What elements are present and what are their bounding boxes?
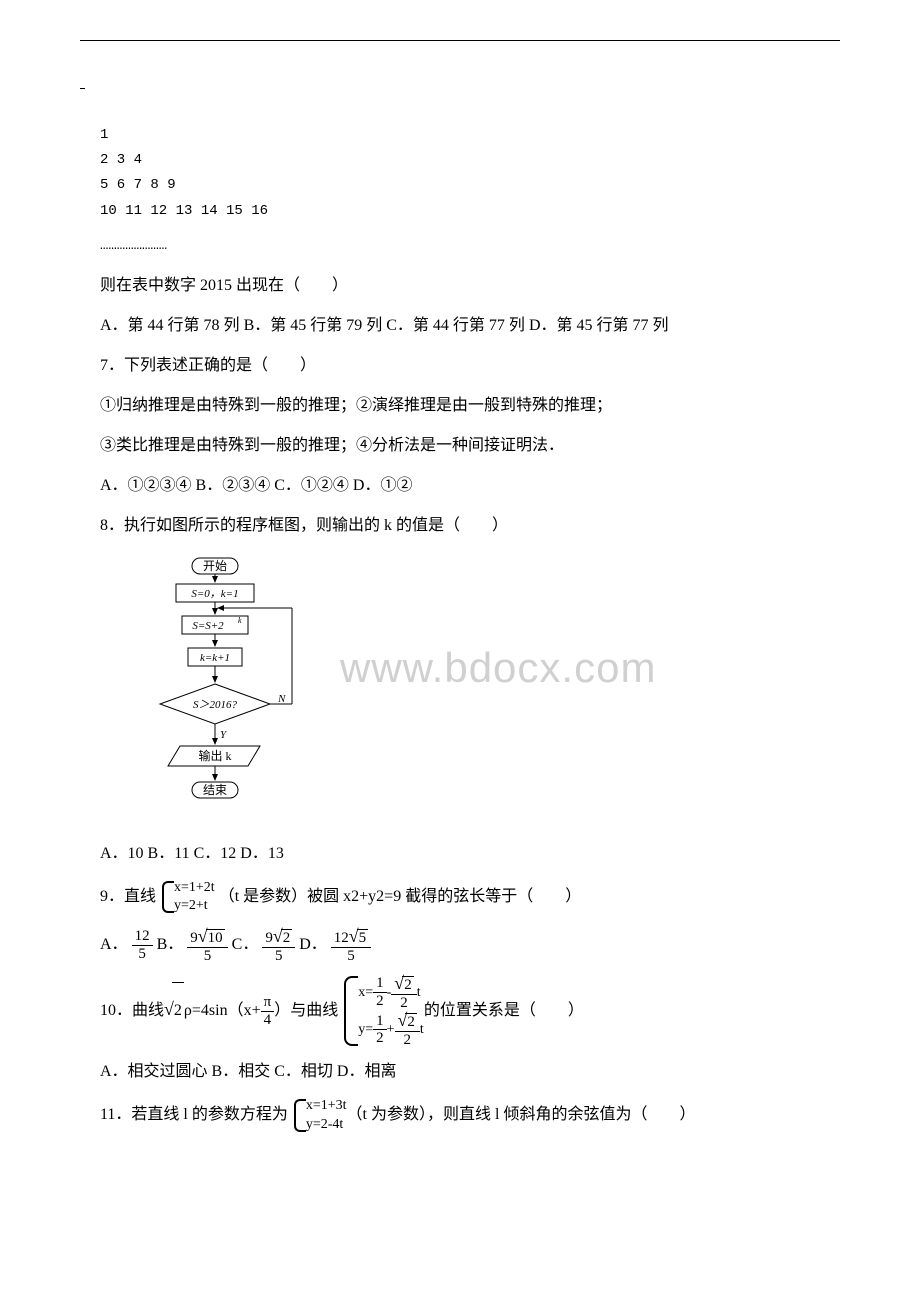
q9-b-frac: 9√10 5: [187, 927, 227, 964]
q10-mid2: ）与曲线: [274, 1002, 338, 1019]
small-underline: [80, 88, 85, 89]
q10-pi-over-4: π4: [261, 994, 275, 1028]
q9-options: A． 12 5 B． 9√10 5 C． 9√2 5 D． 12√5 5: [100, 924, 820, 966]
q7-stem: 7．下列表述正确的是（ ）: [100, 350, 820, 382]
table-row: 2 3 4: [100, 148, 820, 173]
number-triangle-table: 1 2 3 4 5 6 7 8 9 10 11 12 13 14 15 16: [100, 123, 820, 224]
q10-options: A．相交过圆心 B．相交 C．相切 D．相离: [100, 1056, 820, 1088]
flow-init: S=0，k=1: [191, 588, 238, 600]
flow-no-label: N: [277, 693, 286, 705]
q9-prefix: 9．直线: [100, 888, 156, 905]
table-row: 5 6 7 8 9: [100, 173, 820, 198]
q9-c-label: C．: [232, 936, 259, 953]
table-row: 10 11 12 13 14 15 16: [100, 199, 820, 224]
q6-option-c: C．第 44 行第 77 列: [386, 317, 525, 334]
q11-sys2: y=2-4t: [306, 1116, 347, 1134]
q9-a-frac: 12 5: [132, 928, 153, 962]
q9-sys2: y=2+t: [174, 897, 215, 915]
q9-sys1: x=1+2t: [174, 879, 215, 897]
q9-mid: （t 是参数）被圆 x2+y2=9 截得的弦长等于（ ）: [219, 888, 582, 905]
q10-prefix: 10．曲线: [100, 1002, 164, 1019]
q10-line: 10．曲线√2ρ=4sin（x+π4）与曲线 x=12-√22t y=12+√2…: [100, 974, 820, 1049]
q10-system: x=12-√22t y=12+√22t: [342, 974, 424, 1049]
ellipsis-row: ……………………: [100, 232, 820, 260]
q8-stem: 8．执行如图所示的程序框图，则输出的 k 的值是（ ）: [100, 510, 820, 542]
flowchart: www.bdocx.com 开始 S=0，k=1 S=S+2 k k=k+1 S…: [120, 554, 820, 826]
watermark-text: www.bdocx.com: [340, 626, 656, 710]
q11-system: x=1+3t y=2-4t: [292, 1097, 347, 1133]
flow-end: 结束: [203, 783, 227, 797]
q9-a-label: A．: [100, 936, 128, 953]
page-top-line: [80, 40, 840, 41]
flow-yes-label: Y: [220, 729, 228, 741]
q6-option-b: B．第 45 行第 79 列: [244, 317, 383, 334]
q10-mid1: ρ=4sin（x+: [184, 1002, 261, 1019]
q6-option-a: A．第 44 行第 78 列: [100, 317, 240, 334]
flow-start: 开始: [203, 559, 227, 573]
table-row: 1: [100, 123, 820, 148]
q11-prefix: 11．若直线 l 的参数方程为: [100, 1106, 288, 1123]
q9-d-frac: 12√5 5: [331, 927, 371, 964]
q7-options: A．①②③④ B．②③④ C．①②④ D．①②: [100, 470, 820, 502]
q8-options: A．10 B．11 C．12 D．13: [100, 838, 820, 870]
q6-stem: 则在表中数字 2015 出现在（ ）: [100, 270, 820, 302]
q9-d-label: D．: [299, 936, 327, 953]
sqrt-2-icon: √2: [164, 978, 184, 1041]
q9-system: x=1+2t y=2+t: [160, 879, 215, 915]
flowchart-svg: 开始 S=0，k=1 S=S+2 k k=k+1 S＞2016? N Y 输出 …: [120, 554, 320, 814]
flow-s-update-sup: k: [238, 616, 242, 625]
flow-k-update: k=k+1: [200, 652, 230, 664]
flow-s-update: S=S+2: [192, 620, 224, 632]
flow-output: 输出 k: [198, 748, 231, 763]
q9-c-frac: 9√2 5: [262, 927, 295, 964]
q10-suffix: 的位置关系是（ ）: [424, 1002, 584, 1019]
q6-option-d: D．第 45 行第 77 列: [529, 317, 669, 334]
q7-statement-1: ①归纳推理是由特殊到一般的推理；②演绎推理是由一般到特殊的推理；: [100, 390, 820, 422]
q9-b-label: B．: [157, 936, 184, 953]
q9-line: 9．直线 x=1+2t y=2+t （t 是参数）被圆 x2+y2=9 截得的弦…: [100, 878, 820, 916]
q11-line: 11．若直线 l 的参数方程为 x=1+3t y=2-4t （t 为参数），则直…: [40, 1096, 820, 1134]
flow-condition: S＞2016?: [193, 699, 237, 711]
q7-statement-2: ③类比推理是由特殊到一般的推理；④分析法是一种间接证明法．: [100, 430, 820, 462]
q11-sys1: x=1+3t: [306, 1097, 347, 1115]
q11-suffix: （t 为参数），则直线 l 倾斜角的余弦值为（ ）: [347, 1106, 696, 1123]
q6-options: A．第 44 行第 78 列 B．第 45 行第 79 列 C．第 44 行第 …: [100, 310, 820, 342]
